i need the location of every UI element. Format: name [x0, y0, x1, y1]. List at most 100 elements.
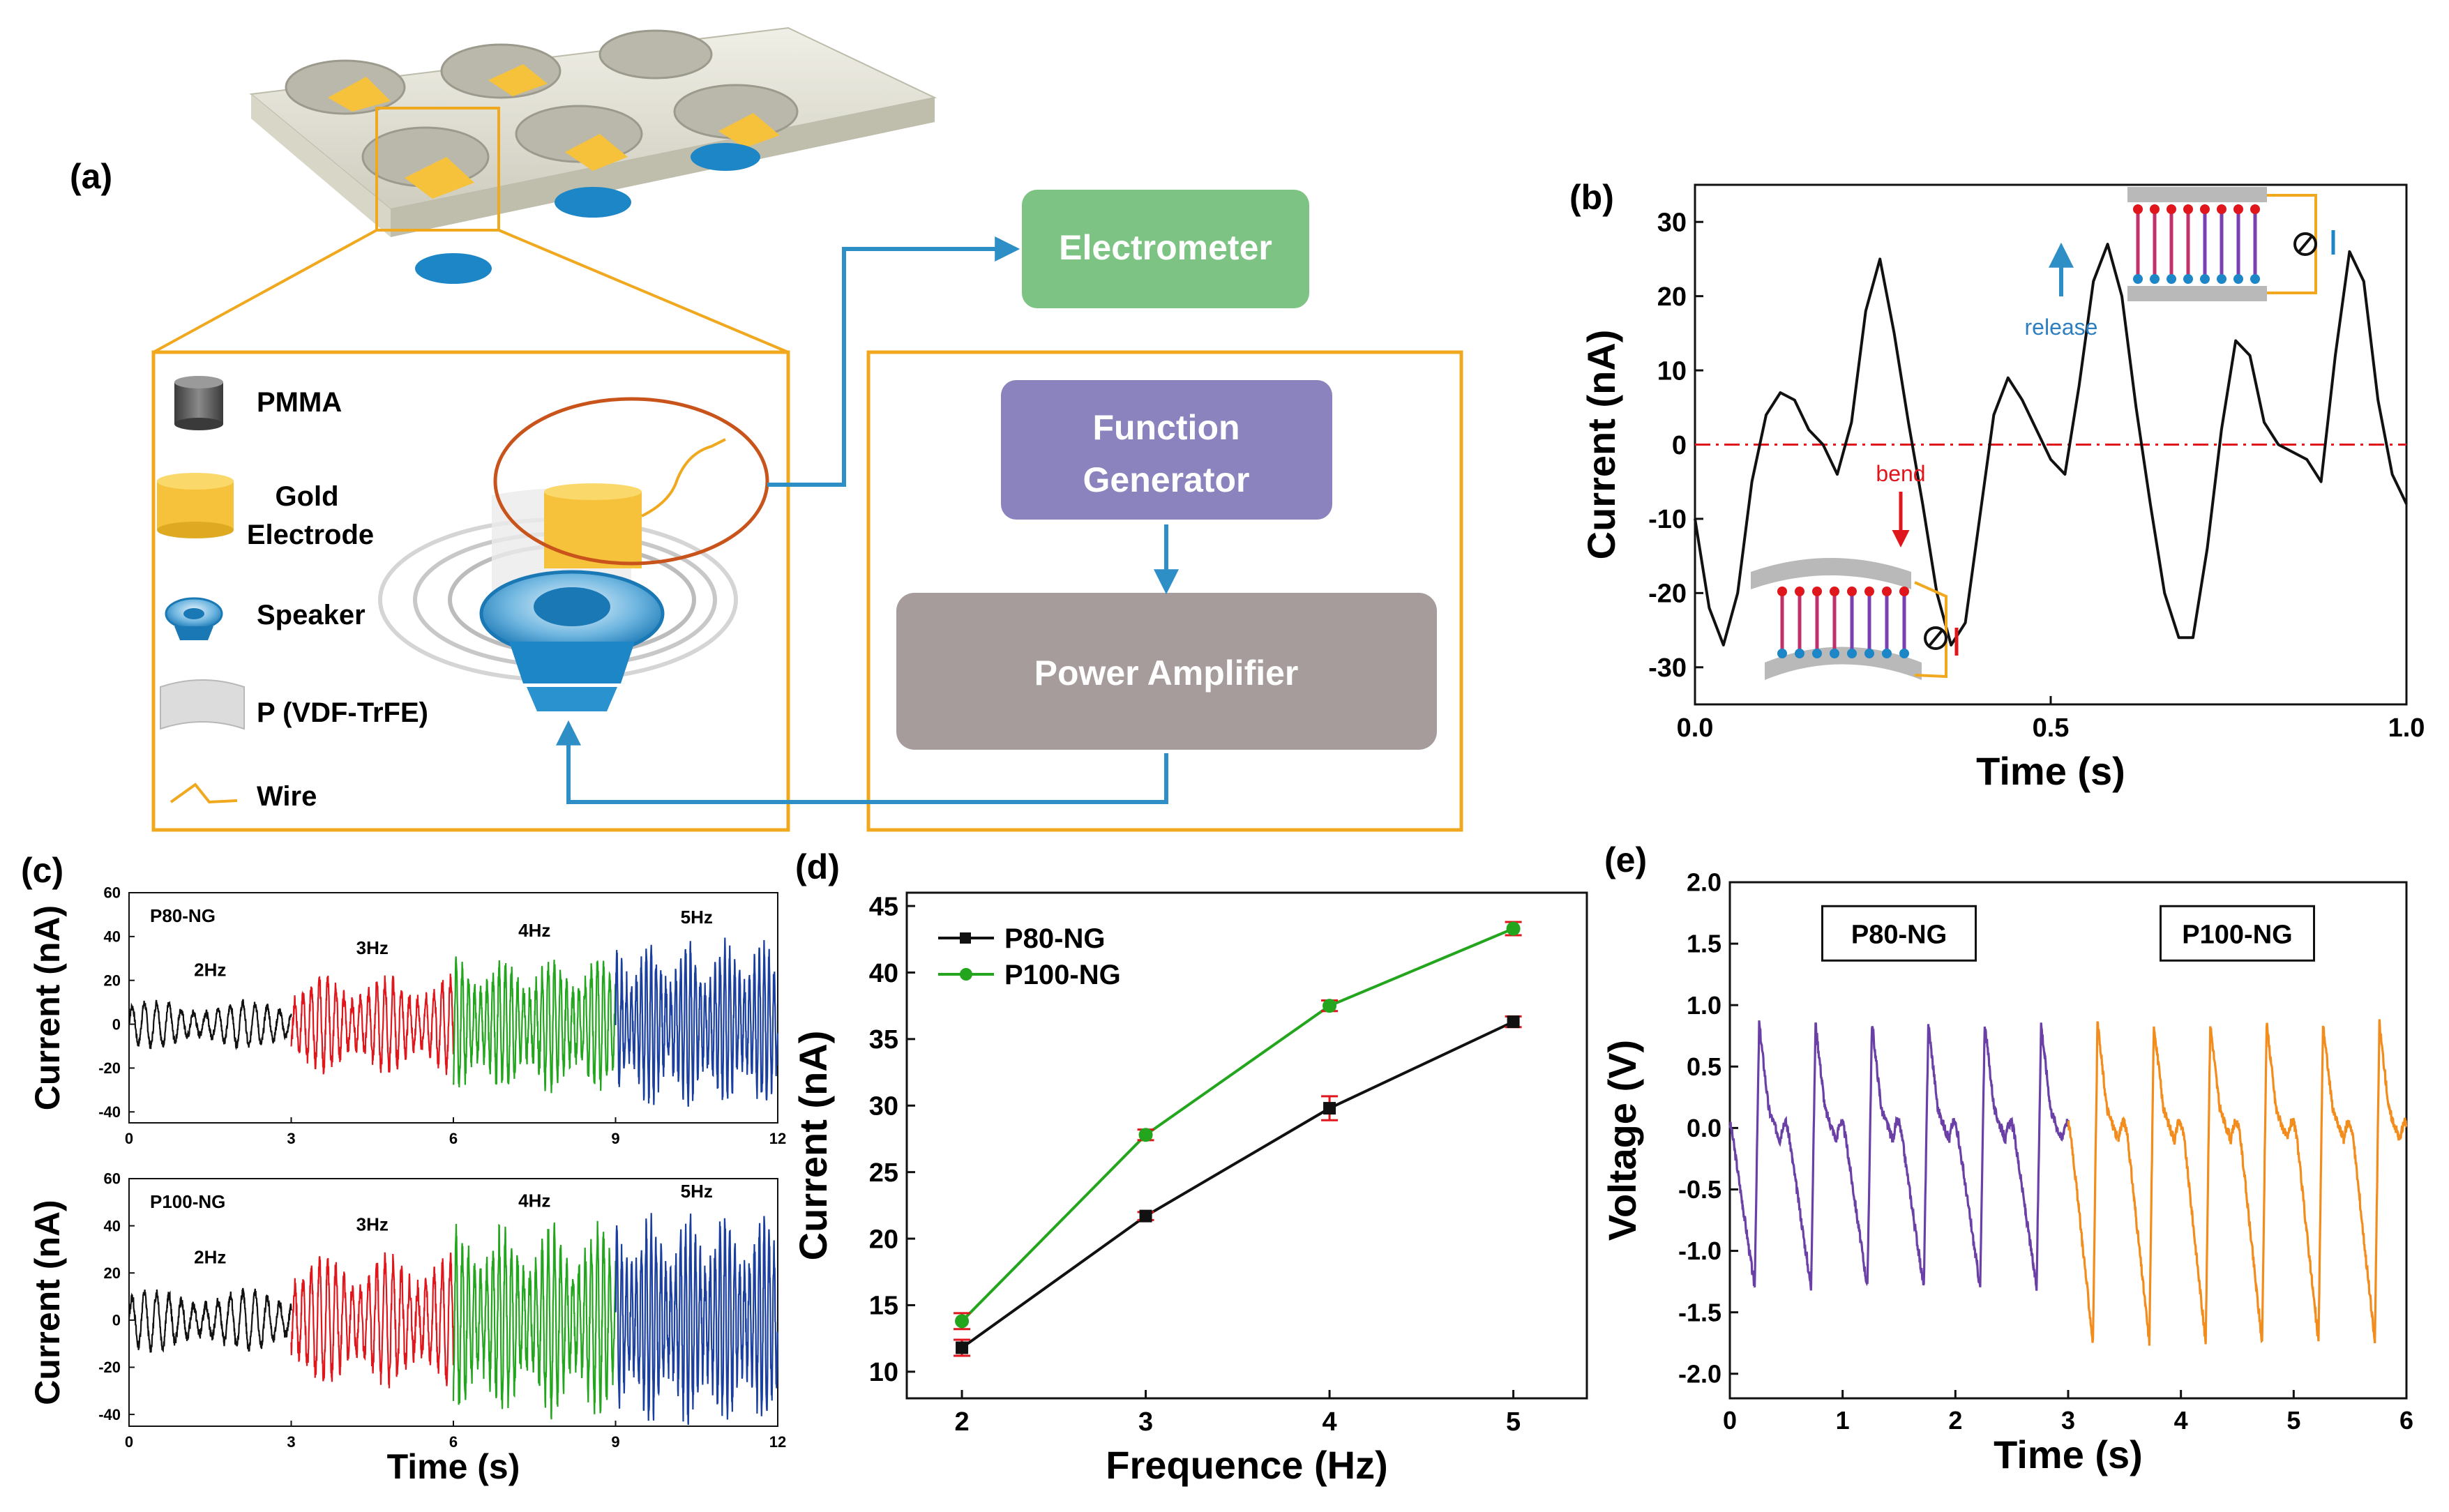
y-axis-label: Current (nA)	[28, 1200, 67, 1405]
legend-label: Speaker	[257, 600, 366, 630]
y-tick-label: 40	[104, 1217, 121, 1234]
y-tick-label: 0	[112, 1015, 121, 1033]
segment-line	[452, 956, 617, 1094]
wire-icon	[169, 783, 238, 804]
y-tick-label: 10	[1657, 356, 1687, 386]
dipole-head	[1777, 587, 1787, 596]
dipole-head	[2233, 204, 2243, 214]
x-tick-label: 3	[2061, 1406, 2075, 1435]
segment-line	[1728, 1020, 2070, 1291]
segment-line	[290, 974, 455, 1075]
y-tick-label: 40	[869, 959, 898, 988]
dipole-tail	[1812, 649, 1822, 658]
speaker-illustration	[378, 397, 769, 711]
segment-label: 5Hz	[681, 1181, 713, 1202]
y-tick-label: 15	[869, 1292, 898, 1321]
x-axis-label: Time (s)	[1994, 1432, 2143, 1476]
control-frame	[866, 350, 1463, 832]
x-tick-label: 4	[1323, 1407, 1337, 1437]
legend-label: PMMA	[257, 387, 342, 418]
arrow-to-speaker	[556, 720, 1168, 804]
panel-e: (e) 0 1 2 3 4 5 6 -2.0 -1.5 -1.0 -0.5 0.0 0.5 1.0 1.5 2…	[1600, 840, 2413, 1476]
dipole-tail	[2150, 274, 2160, 284]
dipole-head	[1812, 587, 1822, 596]
y-tick-label: 45	[869, 892, 898, 921]
y-tick-label: -1.0	[1678, 1237, 1721, 1265]
axes-frame	[905, 891, 1588, 1400]
inset-release-diagram: release	[2025, 187, 2335, 340]
series-line	[960, 927, 1514, 1322]
x-axis-label: Frequence (Hz)	[1106, 1443, 1388, 1487]
dipole-head	[1847, 587, 1857, 596]
x-tick-label: 12	[769, 1433, 786, 1451]
series-line	[960, 1020, 1514, 1350]
function-generator-box: Function Generator	[1001, 380, 1332, 520]
y-tick-label: 10	[869, 1358, 898, 1387]
segment-label: 4Hz	[518, 920, 550, 941]
inner-label: P100-NG	[150, 1191, 225, 1212]
y-tick-label: 0	[112, 1312, 121, 1329]
zoom-box	[151, 350, 790, 832]
dipole-tail	[1847, 649, 1857, 658]
y-tick-label: -0.5	[1678, 1175, 1721, 1204]
x-tick-label: 0.0	[1677, 713, 1714, 743]
segment-label: 3Hz	[356, 937, 389, 958]
dipole-tail	[2183, 274, 2193, 284]
x-tick-label: 3	[287, 1433, 295, 1451]
y-tick-label: 0.0	[1687, 1114, 1721, 1142]
y-tick-label: 20	[1657, 282, 1687, 312]
legend-marker	[960, 968, 972, 981]
y-tick-label: -2.0	[1678, 1359, 1721, 1388]
dipole-tail	[1864, 649, 1874, 658]
x-tick-label: 5	[1506, 1407, 1521, 1437]
dipole-head	[2217, 204, 2226, 214]
y-tick-label: -20	[98, 1059, 121, 1077]
panel-c-label: (c)	[21, 851, 63, 890]
panel-d-label: (d)	[795, 847, 840, 886]
x-tick-label: 0	[1723, 1406, 1737, 1435]
electrometer-label: Electrometer	[1059, 228, 1272, 267]
segment-label: 4Hz	[518, 1190, 550, 1211]
y-tick-label: 0	[1672, 431, 1687, 460]
film-icon	[160, 679, 245, 730]
dipole-tail	[1899, 649, 1909, 658]
series-line-current	[1694, 243, 2408, 647]
x-tick-label: 6	[2399, 1406, 2413, 1435]
dipole-tail	[2233, 274, 2243, 284]
panel-a: (a)	[70, 27, 1463, 832]
segment-line	[128, 999, 292, 1050]
pmma-cylinder-icon	[174, 376, 223, 430]
dipole-tail	[1795, 649, 1804, 658]
y-tick-label: 60	[104, 884, 121, 902]
y-tick-label: 25	[869, 1158, 898, 1188]
electrometer-box: Electrometer	[1022, 190, 1309, 308]
data-point	[1139, 1209, 1152, 1223]
dipole-head	[2250, 204, 2260, 214]
y-tick-label: 2.0	[1687, 868, 1721, 897]
y-tick-label: -10	[1648, 505, 1687, 534]
x-axis-label: Time (s)	[1976, 749, 2125, 793]
data-point	[956, 1341, 969, 1354]
device-array-illustration	[249, 27, 937, 284]
y-tick-label: 30	[869, 1092, 898, 1121]
legend-label: Wire	[257, 781, 317, 812]
power-amplifier-label: Power Amplifier	[1034, 653, 1299, 693]
y-tick-label: 40	[104, 928, 121, 946]
x-tick-label: 0.5	[2033, 713, 2070, 743]
dipole-tail	[1830, 649, 1839, 658]
speaker-icon	[165, 597, 223, 640]
legend-label: Gold Electrode	[247, 481, 374, 550]
y-tick-label: -20	[98, 1359, 121, 1376]
x-tick-label: 5	[2286, 1406, 2300, 1435]
y-tick-label: 0.5	[1687, 1052, 1721, 1081]
dipole-tail	[2217, 274, 2226, 284]
segment-line	[2067, 1019, 2408, 1346]
x-tick-label: 1.0	[2388, 713, 2425, 743]
legend-pvdf-trfe: P (VDF-TrFE)	[160, 679, 428, 730]
data-point	[1138, 1128, 1153, 1142]
x-tick-label: 12	[769, 1130, 786, 1147]
segment-label-box	[1821, 905, 1977, 962]
data-point	[1507, 1015, 1520, 1029]
